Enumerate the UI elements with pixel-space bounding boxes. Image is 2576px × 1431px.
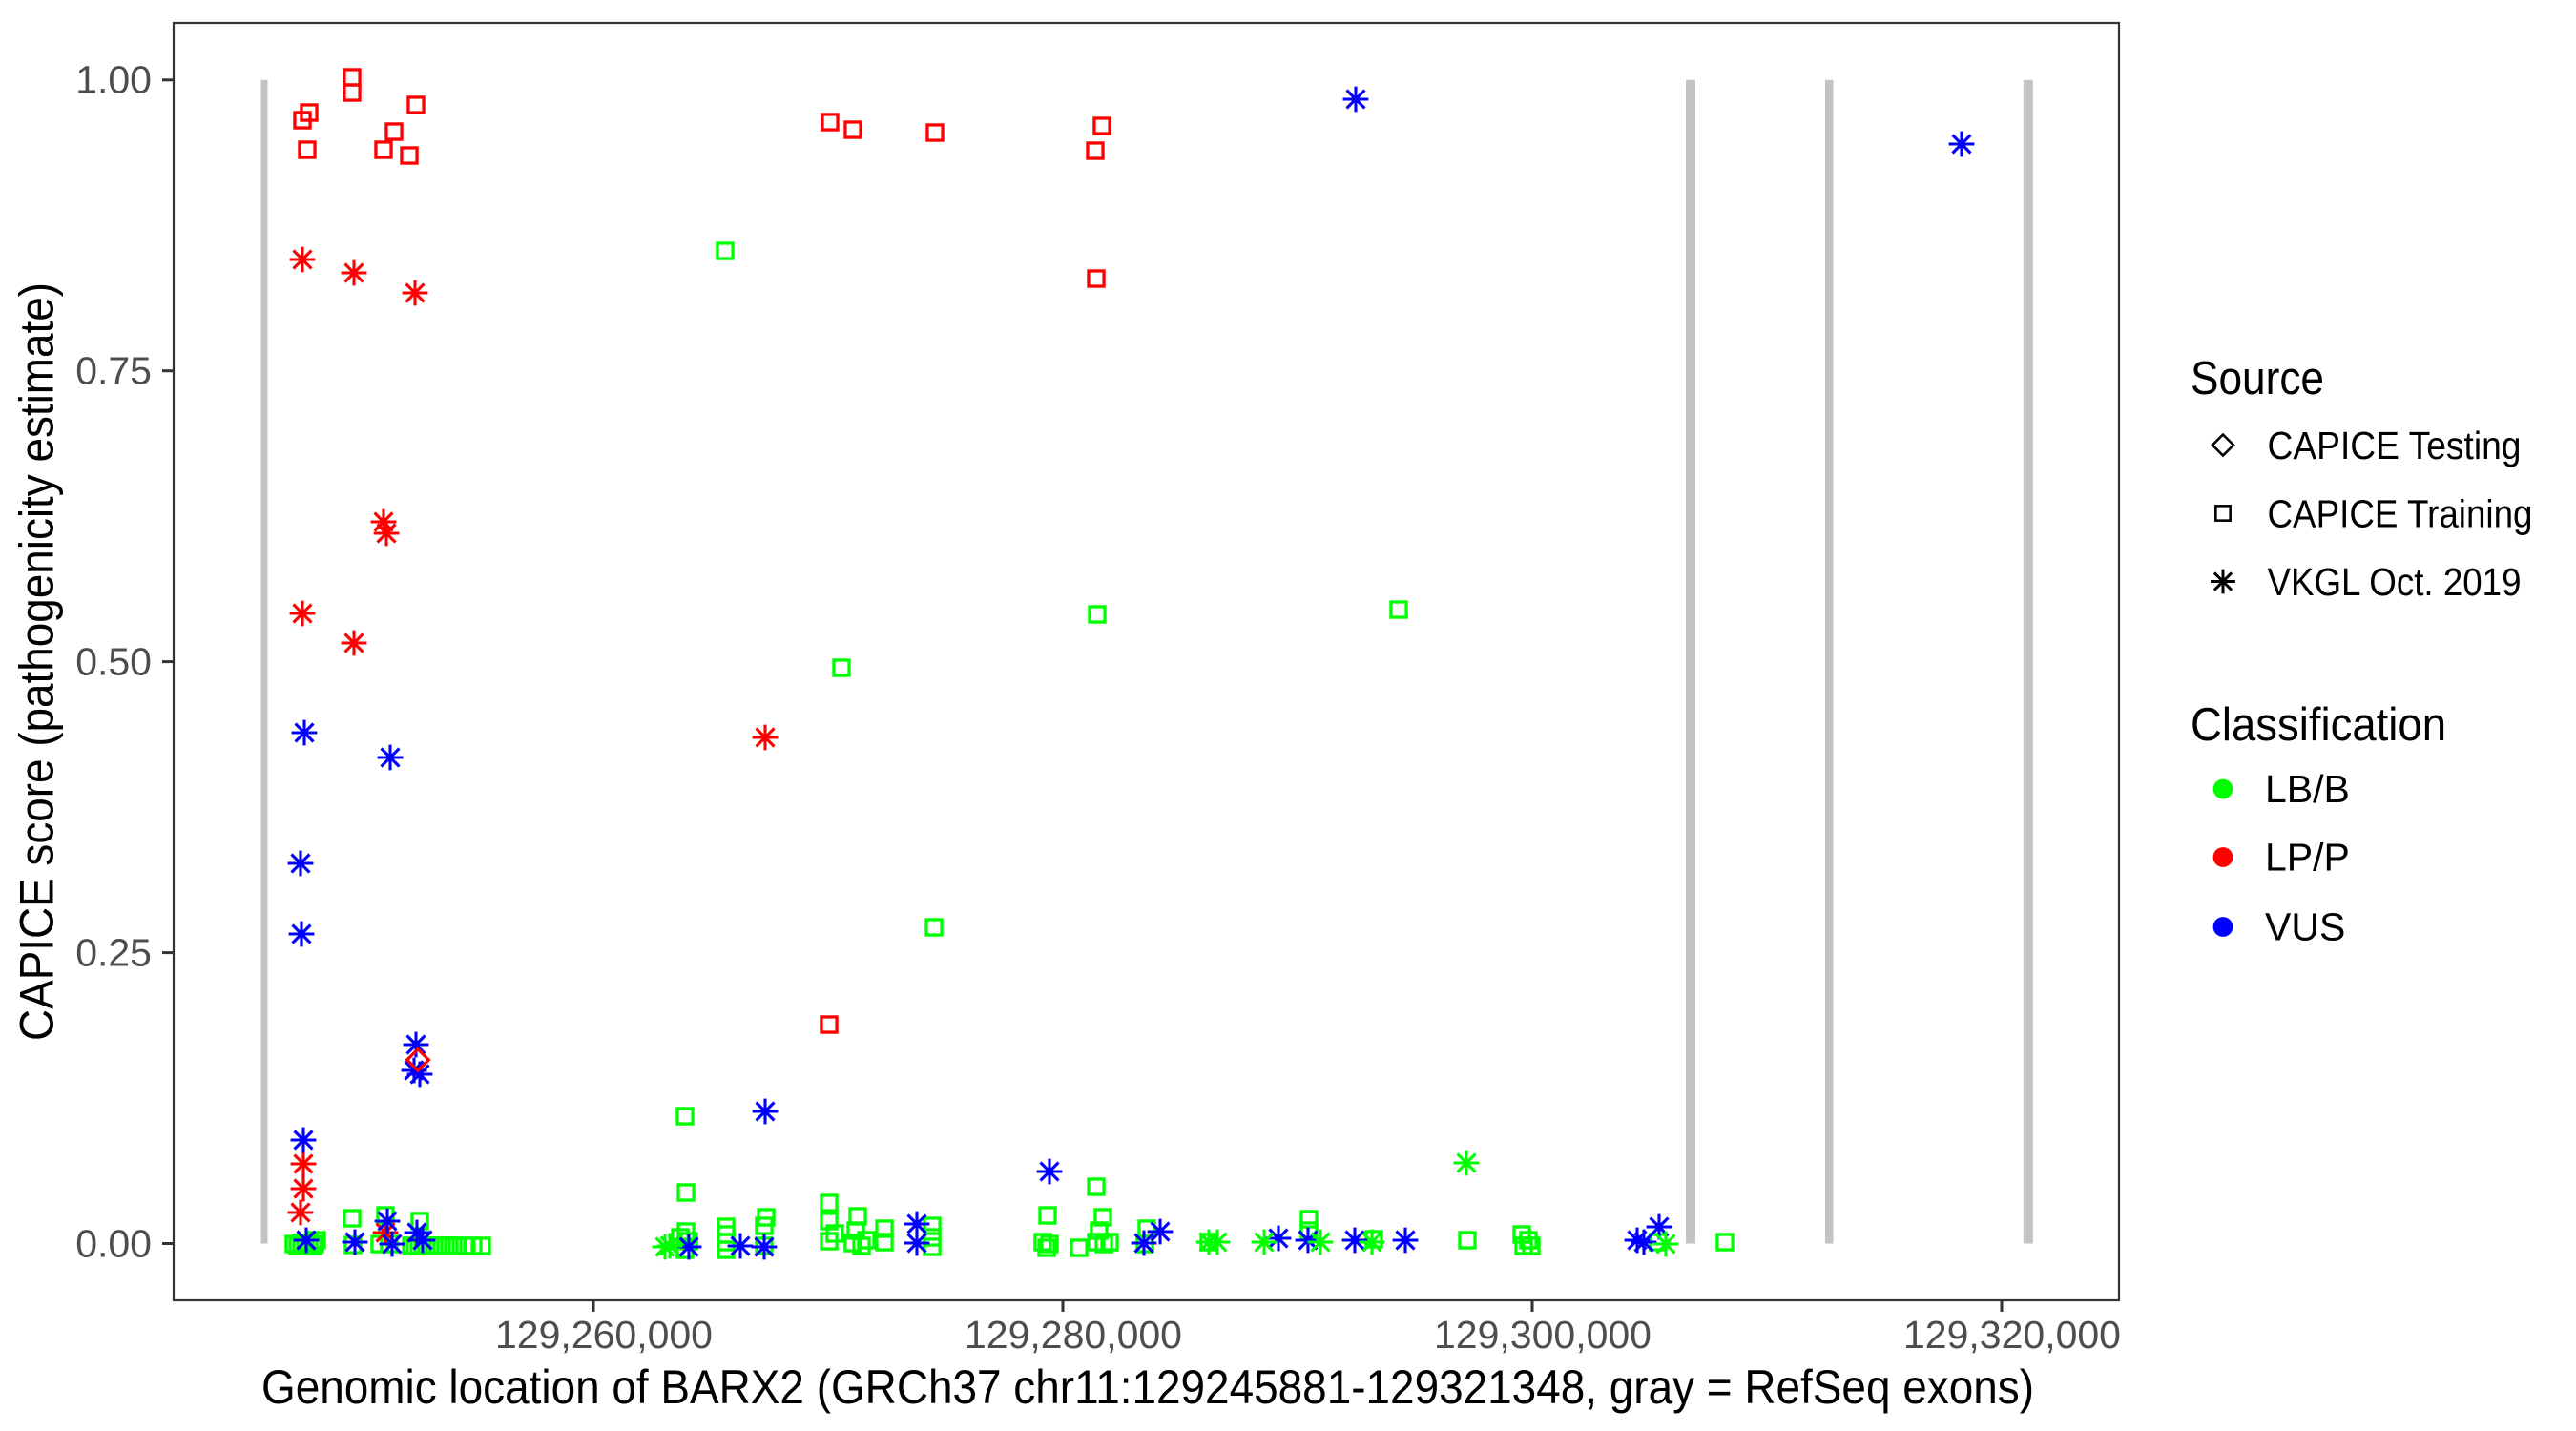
svg-text:CAPICE Training: CAPICE Training <box>2268 492 2533 536</box>
svg-text:CAPICE score (pathogenicity es: CAPICE score (pathogenicity estimate) <box>10 282 64 1041</box>
svg-text:Classification: Classification <box>2191 699 2446 751</box>
svg-text:129,280,000: 129,280,000 <box>965 1313 1182 1357</box>
svg-text:LB/B: LB/B <box>2265 767 2350 811</box>
svg-text:0.25: 0.25 <box>75 930 152 974</box>
svg-text:129,260,000: 129,260,000 <box>495 1313 713 1357</box>
svg-text:Genomic location of BARX2 (GRC: Genomic location of BARX2 (GRCh37 chr11:… <box>261 1360 2034 1414</box>
svg-text:0.75: 0.75 <box>75 349 152 393</box>
svg-text:VUS: VUS <box>2265 905 2345 949</box>
svg-text:129,300,000: 129,300,000 <box>1434 1313 1652 1357</box>
svg-text:VKGL Oct. 2019: VKGL Oct. 2019 <box>2268 560 2522 604</box>
svg-text:CAPICE Testing: CAPICE Testing <box>2268 424 2522 467</box>
svg-text:Source: Source <box>2191 353 2324 404</box>
svg-text:LP/P: LP/P <box>2265 836 2350 880</box>
svg-text:0.50: 0.50 <box>75 639 152 683</box>
svg-text:129,320,000: 129,320,000 <box>1903 1313 2121 1357</box>
svg-text:1.00: 1.00 <box>75 58 152 102</box>
svg-text:0.00: 0.00 <box>75 1221 152 1265</box>
